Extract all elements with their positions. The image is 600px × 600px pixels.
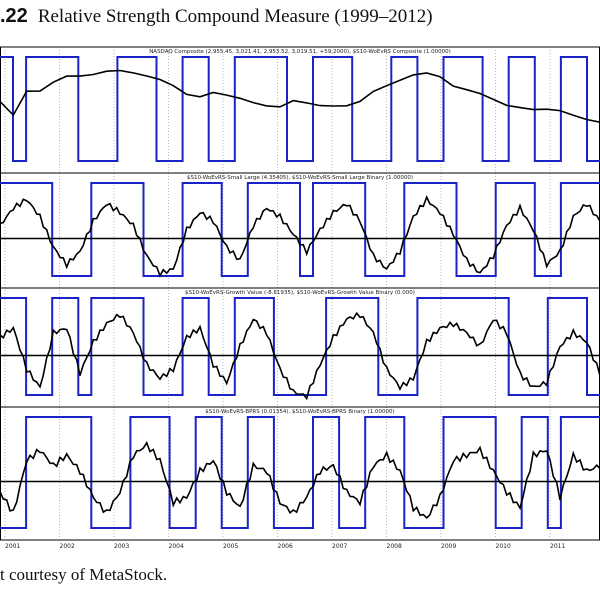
x-tick-2007: 2007 xyxy=(332,543,347,550)
osc-series-2 xyxy=(0,195,600,278)
panel-label-2: $S10-WoEvRS-Small Large (4.35405), $S10-… xyxy=(187,175,413,181)
x-tick-2006: 2006 xyxy=(278,543,293,550)
figure-number: .22 xyxy=(0,5,28,27)
x-tick-2011: 2011 xyxy=(550,543,565,550)
x-tick-2005: 2005 xyxy=(223,543,238,550)
figure-title: .22 Relative Strength Compound Measure (1… xyxy=(0,5,433,28)
osc-series-3 xyxy=(0,311,600,401)
figure-title-text: Relative Strength Compound Measure (1999… xyxy=(37,6,433,27)
x-tick-2008: 2008 xyxy=(387,543,402,550)
panel-label-1: NASDAQ Composite (2,955.45, 3,021.41, 2,… xyxy=(149,49,451,55)
panel-label-4: $S10-WoEvRS-BPRS (0.01354), $S10-WoEvRS-… xyxy=(205,409,394,415)
x-tick-2009: 2009 xyxy=(441,543,456,550)
binary-series-4 xyxy=(0,416,600,529)
x-tick-2004: 2004 xyxy=(169,543,184,550)
x-tick-2002: 2002 xyxy=(60,543,75,550)
x-tick-2001: 2001 xyxy=(5,543,20,550)
x-tick-2010: 2010 xyxy=(496,543,511,550)
osc-series-4 xyxy=(0,440,600,520)
binary-series-2 xyxy=(0,182,600,277)
panel-label-3: $S10-WoEvRS-Growth Value (-8.81935), $S1… xyxy=(185,290,415,296)
price-series-1 xyxy=(0,69,600,123)
metastock-chart: 2001 2002 2003 2004 2005 2006 2007 2008 2009 2010… xyxy=(0,46,600,550)
figure-caption: t courtesy of MetaStock. xyxy=(0,565,168,584)
binary-series-1 xyxy=(0,56,600,162)
x-tick-2003: 2003 xyxy=(114,543,129,550)
binary-series-3 xyxy=(0,297,600,396)
